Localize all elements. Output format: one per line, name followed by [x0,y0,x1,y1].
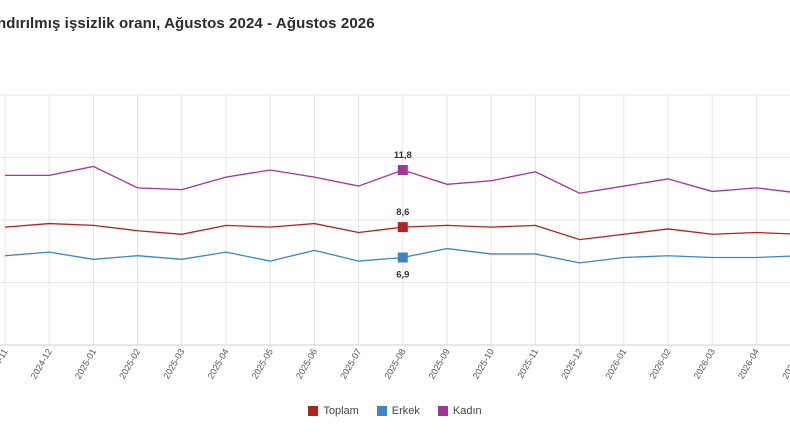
data-label-toplam: 8,6 [396,207,409,218]
x-tick-label: 2025-08 [382,347,407,381]
legend-label: Kadın [452,405,482,417]
highlight-group: 11,8 8,6 6,9 [394,150,412,281]
marker-erkek[interactable] [397,252,408,263]
legend-swatch [376,406,387,416]
x-tick-label: 2026-04 [736,347,761,381]
legend-swatch [437,406,448,416]
legend-item-kadın[interactable]: Kadın [437,405,482,417]
x-tick-label: 2025-01 [73,347,98,381]
x-tick-label: 2025-04 [206,347,231,381]
grid [0,94,790,346]
data-label-kadın: 11,8 [394,150,412,161]
marker-kadın[interactable] [397,165,408,175]
x-tick-label: 2025-07 [338,347,363,381]
x-tick-label: 2026-01 [603,347,628,381]
x-axis-ticks: 2024-11 2024-12 2025-01 2025-02 2025-03 2025-… [0,347,790,381]
legend-item-erkek[interactable]: Erkek [376,405,420,417]
chart-title: ndırılmış işsizlik oranı, Ağustos 2024 -… [0,15,375,32]
marker-toplam[interactable] [397,222,408,233]
series-line-erkek [4,247,790,264]
legend-item-toplam[interactable]: Toplam [308,405,359,417]
data-label-erkek: 6,9 [396,270,409,281]
legend-swatch [308,406,319,416]
x-tick-label: 2025-05 [250,347,275,381]
x-tick-label: 2025-03 [161,347,186,381]
legend-label: Toplam [323,405,359,417]
x-tick-label: 2025-11 [515,347,540,380]
x-tick-label: 2025-02 [117,347,142,381]
x-tick-label: 2026-05 [780,347,790,381]
x-tick-label: 2025-10 [471,347,496,381]
x-tick-label: 2026-02 [648,347,673,381]
x-tick-label: 2025-06 [294,347,319,381]
x-tick-label: 2026-03 [692,347,717,381]
legend: Toplam Erkek Kadın [0,405,790,417]
series-line-toplam [4,222,790,241]
legend-label: Erkek [391,405,420,417]
x-tick-label: 2024-12 [29,347,54,381]
series-line-kadın [5,165,790,194]
x-tick-label: 2025-09 [427,347,452,381]
x-tick-label: 2025-12 [559,347,584,381]
x-tick-label: 2024-11 [0,347,10,380]
